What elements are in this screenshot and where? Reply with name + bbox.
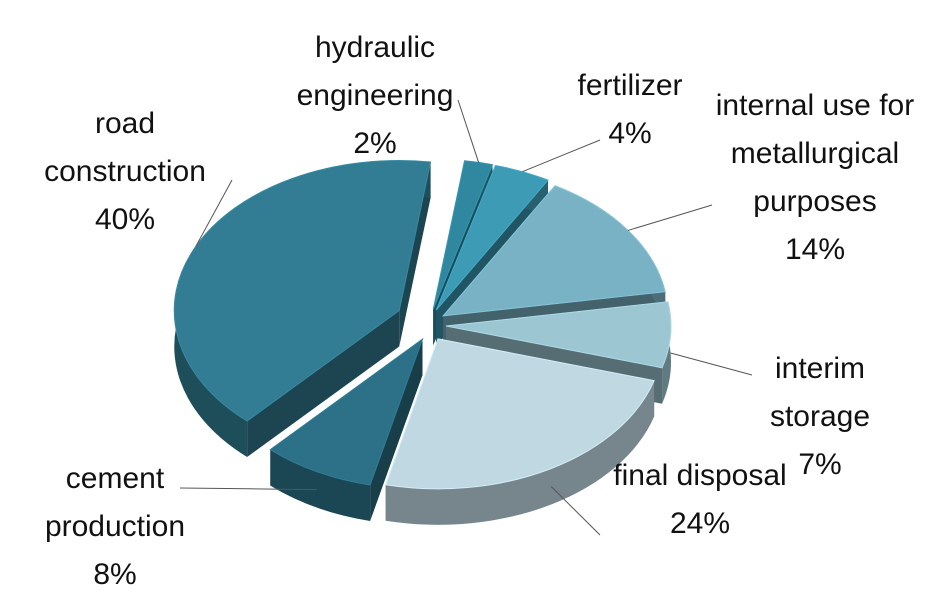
leader-line	[179, 487, 317, 491]
slice-label: fertilizer 4%	[550, 62, 710, 158]
leader-line	[670, 352, 753, 376]
leader-line	[627, 204, 713, 231]
slice	[173, 160, 432, 422]
leader-line	[457, 99, 480, 163]
value-label: 24%	[669, 507, 731, 540]
category-label: internal use for metallurgical purposes	[715, 89, 915, 218]
slice	[435, 164, 549, 311]
slice-side	[247, 310, 400, 457]
value-label: 7%	[798, 448, 842, 481]
leader-line	[550, 486, 601, 536]
slice	[445, 301, 672, 369]
value-label: 4%	[608, 117, 652, 150]
slice-label: road construction 40%	[10, 100, 240, 244]
slice-rim	[270, 449, 371, 522]
category-label: road construction	[44, 107, 206, 188]
slice-label: cement production 8%	[20, 455, 210, 599]
slice-label: final disposal 24%	[585, 452, 815, 548]
category-label: cement production	[44, 462, 186, 543]
category-label: fertilizer	[577, 69, 683, 102]
value-label: 8%	[93, 558, 137, 591]
leader-line	[522, 139, 601, 173]
value-label: 40%	[94, 203, 156, 236]
category-label: final disposal	[613, 459, 787, 492]
category-label: hydraulic engineering	[296, 31, 454, 112]
leader-line	[195, 179, 233, 247]
value-label: 2%	[353, 127, 397, 160]
slice	[385, 338, 655, 490]
slice-label: internal use for metallurgical purposes …	[715, 82, 915, 274]
category-label: interim storage	[769, 352, 871, 433]
value-label: 14%	[784, 233, 846, 266]
slice-label: hydraulic engineering 2%	[280, 24, 470, 168]
slice-side	[399, 161, 431, 347]
slice	[269, 337, 424, 486]
slice-label: interim storage 7%	[750, 345, 890, 489]
